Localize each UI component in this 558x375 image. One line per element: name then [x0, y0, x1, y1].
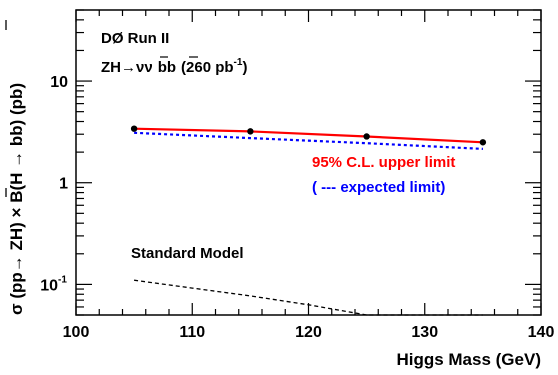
observed-label: 95% C.L. upper limit — [312, 154, 455, 171]
expected-label: ( --- expected limit) — [312, 179, 445, 196]
x-tick-label: 130 — [411, 324, 438, 341]
observed-limit-line — [134, 127, 483, 144]
x-axis-label: Higgs Mass (GeV) — [396, 350, 541, 369]
x-tick-label: 140 — [528, 324, 555, 341]
x-tick-labels: 100 110 120 130 140 — [63, 324, 555, 341]
axis-ticks — [75, 9, 542, 316]
observed-point — [363, 133, 370, 140]
x-tick-label: 120 — [295, 324, 322, 341]
observed-point — [247, 128, 254, 135]
y-tick-label: 1 — [59, 176, 68, 193]
y-tick-label: 10 — [50, 74, 68, 91]
y-tick-label: 10 — [40, 277, 58, 294]
sm-label: Standard Model — [131, 245, 244, 262]
y-axis-label: σ (pp→ ZH) × B(H → bb) (pb) — [7, 83, 26, 315]
observed-point — [130, 125, 138, 132]
series-layer — [130, 125, 487, 316]
plot-frame — [75, 9, 542, 316]
observed-point — [479, 139, 487, 146]
chart-subtitle: ZH→νν bb (260 pb-1) — [101, 57, 247, 76]
sm-line — [134, 279, 483, 316]
y-tick-exponent: -1 — [58, 274, 67, 285]
x-tick-label: 100 — [63, 324, 90, 341]
expected-limit-line — [134, 131, 483, 150]
x-tick-label: 110 — [179, 324, 205, 341]
chart-title: DØ Run II — [101, 30, 169, 47]
